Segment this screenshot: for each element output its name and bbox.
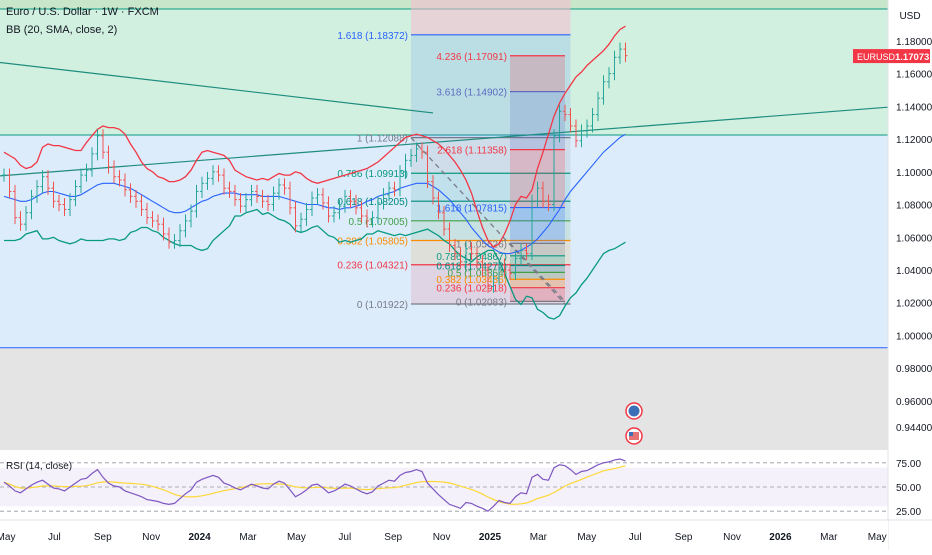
fib-ext-band-9 (510, 287, 565, 302)
fib-ext-band-6 (510, 265, 565, 273)
fib-ext-label-1: 3.618 (1.14902) (436, 88, 507, 99)
time-tick-18: May (868, 532, 887, 543)
pane-gap (0, 450, 888, 458)
price-tick-8: 1.02000 (896, 299, 932, 310)
fib-ext-band-7 (510, 272, 565, 280)
event-marker-us-canton (629, 432, 633, 436)
fib-ext-label-8: 0.382 (1.03436) (436, 275, 507, 286)
price-tick-11: 0.96000 (896, 397, 932, 408)
time-axis-bg (0, 520, 888, 550)
time-tick-0: May (0, 532, 15, 543)
rsi-legend: RSI (14, close) (6, 461, 73, 472)
fib-ext-label-6: 0.618 (1.04272) (436, 262, 507, 273)
time-tick-10: 2025 (479, 532, 502, 543)
fib-label-5: 0.382 (1.05805) (337, 236, 408, 247)
indicator-legend: BB (20, SMA, close, 2) (6, 24, 118, 36)
fib-ext-band-3 (510, 207, 565, 244)
price-tick-3: 1.12000 (896, 135, 932, 146)
fib-ext-band-5 (510, 255, 565, 266)
fib-ext-label-3: 1.618 (1.07815) (436, 204, 507, 215)
trendline-descending (0, 61, 434, 114)
chart-title: Euro / U.S. Dollar · 1W · FXCM (6, 6, 159, 18)
bb-lower-line (4, 208, 626, 320)
fib-ext-label-9: 0.236 (1.02918) (436, 284, 507, 295)
time-tick-3: Nov (142, 532, 160, 543)
price-tick-9: 1.00000 (896, 331, 932, 342)
fib-ext-band-4 (510, 243, 565, 256)
price-tick-2: 1.14000 (896, 102, 932, 113)
fib-band-2 (411, 173, 571, 202)
fib-label-7: 0 (1.01922) (357, 300, 408, 311)
fib-ext-label-10: 0 (1.02083) (456, 297, 507, 308)
fib-label-2: 0.786 (1.09913) (337, 169, 408, 180)
time-tick-8: Sep (384, 532, 402, 543)
price-tick-1: 1.16000 (896, 70, 932, 81)
fib-label-1: 1 (1.12088) (357, 134, 408, 145)
last-price-value: 1.17073 (895, 52, 929, 63)
time-tick-17: Mar (820, 532, 838, 543)
time-tick-4: 2024 (188, 532, 211, 543)
last-price-tag (853, 49, 930, 64)
rsi-tick-0: 75.00 (896, 459, 921, 470)
price-tick-0: 1.18000 (896, 37, 932, 48)
time-tick-7: Jul (338, 532, 351, 543)
bb-upper-line (3, 25, 626, 248)
zone-band-2 (0, 135, 888, 348)
fib-label-3: 0.618 (1.08205) (337, 197, 408, 208)
time-tick-12: May (577, 532, 596, 543)
fib-band-0 (411, 34, 571, 138)
fib-ext-band-1 (510, 91, 565, 150)
fib-label-6: 0.236 (1.04321) (337, 261, 408, 272)
rsi-tick-1: 50.00 (896, 483, 921, 494)
time-tick-11: Mar (530, 532, 548, 543)
fib-ext-band-8 (510, 279, 565, 288)
time-tick-13: Jul (629, 532, 642, 543)
price-tick-5: 1.08000 (896, 201, 932, 212)
time-tick-9: Nov (433, 532, 451, 543)
fib-ext-label-0: 4.236 (1.17091) (436, 52, 507, 63)
fib-band-3 (411, 201, 571, 221)
fib-label-0: 1.618 (1.18372) (337, 31, 408, 42)
time-tick-6: May (287, 532, 306, 543)
rsi-tick-2: 25.00 (896, 507, 921, 518)
fib-ext-label-4: 1 (1.05626) (456, 239, 507, 250)
fib-trend-dashed (410, 137, 566, 305)
rsi-line (3, 458, 626, 512)
time-tick-2: Sep (94, 532, 112, 543)
event-marker-eu-fill (628, 405, 640, 417)
fib-ext-dashed (509, 242, 566, 302)
event-marker-us-flag (629, 432, 639, 440)
trendline-ascending (0, 106, 889, 177)
time-tick-5: Mar (239, 532, 257, 543)
fib-ext-band-0 (510, 55, 565, 92)
fib-ext-label-2: 2.618 (1.11358) (437, 146, 507, 157)
fib-band-6 (411, 264, 571, 305)
zone-band-3 (0, 347, 888, 450)
fib-band-4 (411, 220, 571, 241)
time-tick-14: Sep (675, 532, 693, 543)
time-tick-15: Nov (723, 532, 741, 543)
last-price-symbol: EURUSD (857, 52, 896, 62)
fib-top-shade (411, 0, 571, 35)
price-tick-10: 0.98000 (896, 364, 932, 375)
price-axis-bg (888, 0, 932, 550)
currency-label: USD (899, 11, 920, 22)
price-tick-6: 1.06000 (896, 233, 932, 244)
price-tick-7: 1.04000 (896, 266, 932, 277)
fib-ext-label-7: 0.5 (1.03854) (448, 268, 508, 279)
time-tick-16: 2026 (769, 532, 792, 543)
price-tick-12: 0.94400 (896, 423, 932, 434)
bb-basis-line (3, 133, 626, 255)
time-tick-1: Jul (48, 532, 61, 543)
price-tick-4: 1.10000 (896, 168, 932, 179)
